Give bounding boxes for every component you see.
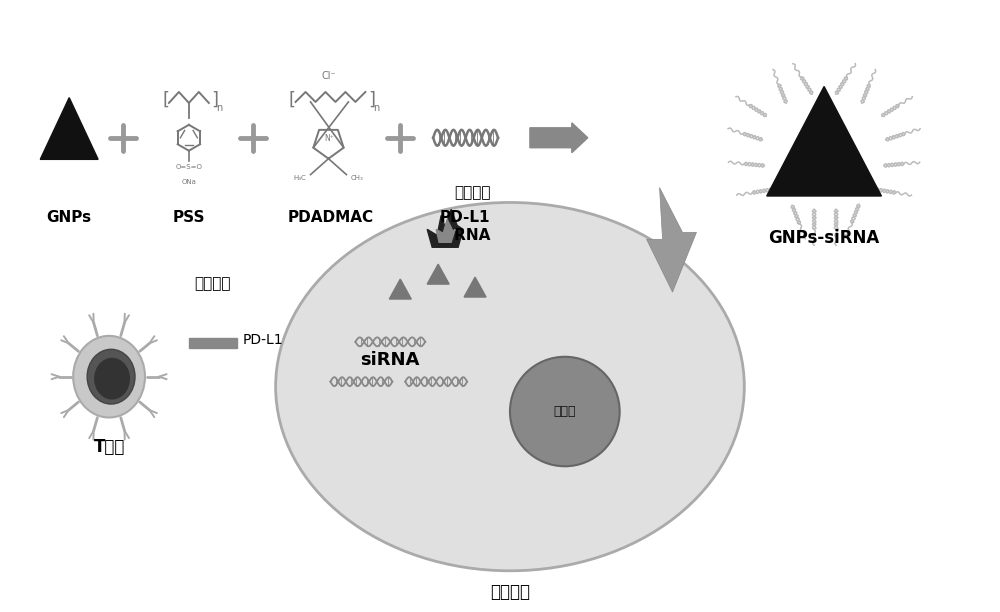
Text: ]: ] [211, 91, 218, 109]
Ellipse shape [94, 358, 130, 400]
Text: O=S=O: O=S=O [175, 163, 202, 170]
Text: 免疫治疗: 免疫治疗 [195, 277, 231, 291]
Polygon shape [389, 279, 411, 299]
Text: N⁺: N⁺ [325, 134, 334, 143]
Polygon shape [436, 219, 455, 242]
Polygon shape [647, 187, 696, 292]
Text: n: n [216, 103, 222, 113]
Bar [189, 338, 237, 348]
Text: T细胞: T细胞 [93, 438, 125, 457]
Circle shape [510, 357, 620, 466]
Text: [: [ [289, 91, 296, 109]
FancyArrow shape [530, 123, 588, 153]
Polygon shape [464, 277, 486, 297]
Ellipse shape [276, 203, 744, 571]
Polygon shape [427, 209, 463, 247]
Text: PD-L1
siRNA: PD-L1 siRNA [440, 211, 490, 243]
Ellipse shape [73, 336, 145, 417]
Text: Cl⁻: Cl⁻ [321, 71, 336, 81]
Text: 肿瘤细胞: 肿瘤细胞 [490, 583, 530, 601]
Polygon shape [427, 264, 449, 284]
Text: [: [ [163, 91, 170, 109]
Text: GNPs-siRNA: GNPs-siRNA [768, 229, 880, 247]
Polygon shape [40, 98, 98, 159]
Text: PDADMAC: PDADMAC [287, 211, 374, 225]
Text: siRNA: siRNA [361, 351, 420, 369]
Ellipse shape [87, 349, 135, 404]
Text: n: n [373, 103, 380, 113]
Text: ]: ] [368, 91, 375, 109]
Text: PSS: PSS [173, 211, 205, 225]
Text: 光热治疗: 光热治疗 [454, 185, 490, 200]
Polygon shape [767, 86, 881, 196]
Text: PD-L1: PD-L1 [243, 333, 283, 347]
Text: ONa: ONa [181, 179, 196, 185]
Text: H₃C: H₃C [294, 174, 307, 181]
Text: CH₃: CH₃ [350, 174, 363, 181]
Text: 细胞核: 细胞核 [554, 405, 576, 418]
Text: GNPs: GNPs [47, 211, 92, 225]
